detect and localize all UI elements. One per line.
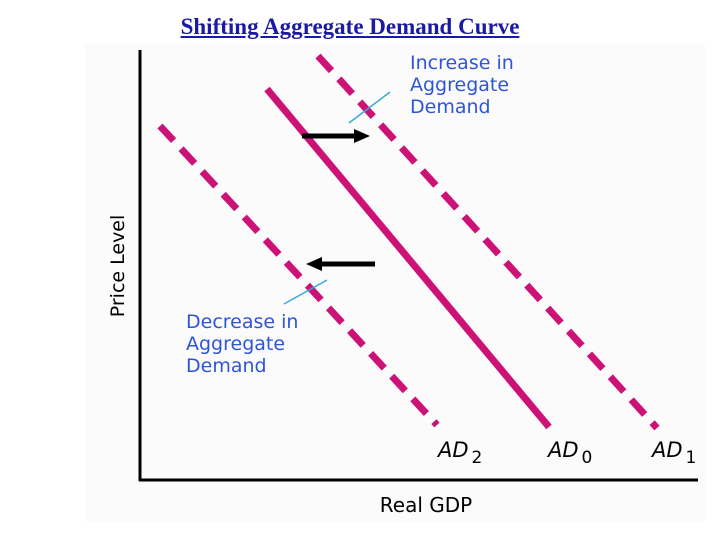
ad2-label: AD 2: [436, 438, 482, 468]
increase-leader-line: [348, 91, 391, 124]
y-axis-label: Price Level: [107, 215, 129, 318]
ad2-curve: [157, 123, 440, 428]
increase-shift-arrow: [302, 129, 370, 143]
increase-annotation: Increase in Aggregate Demand: [410, 52, 520, 118]
ad1-curve: [315, 53, 660, 431]
ad0-label: AD 0: [546, 438, 592, 468]
figure-panel: [85, 44, 705, 522]
x-axis-label: Real GDP: [380, 493, 472, 517]
decrease-annotation: Decrease in Aggregate Demand: [186, 311, 305, 377]
ad0-curve: [264, 86, 552, 430]
decrease-leader-line: [283, 279, 328, 305]
ad1-label: AD 1: [650, 438, 696, 468]
decrease-shift-arrow: [306, 257, 375, 271]
page-title: Shifting Aggregate Demand Curve: [180, 14, 520, 39]
